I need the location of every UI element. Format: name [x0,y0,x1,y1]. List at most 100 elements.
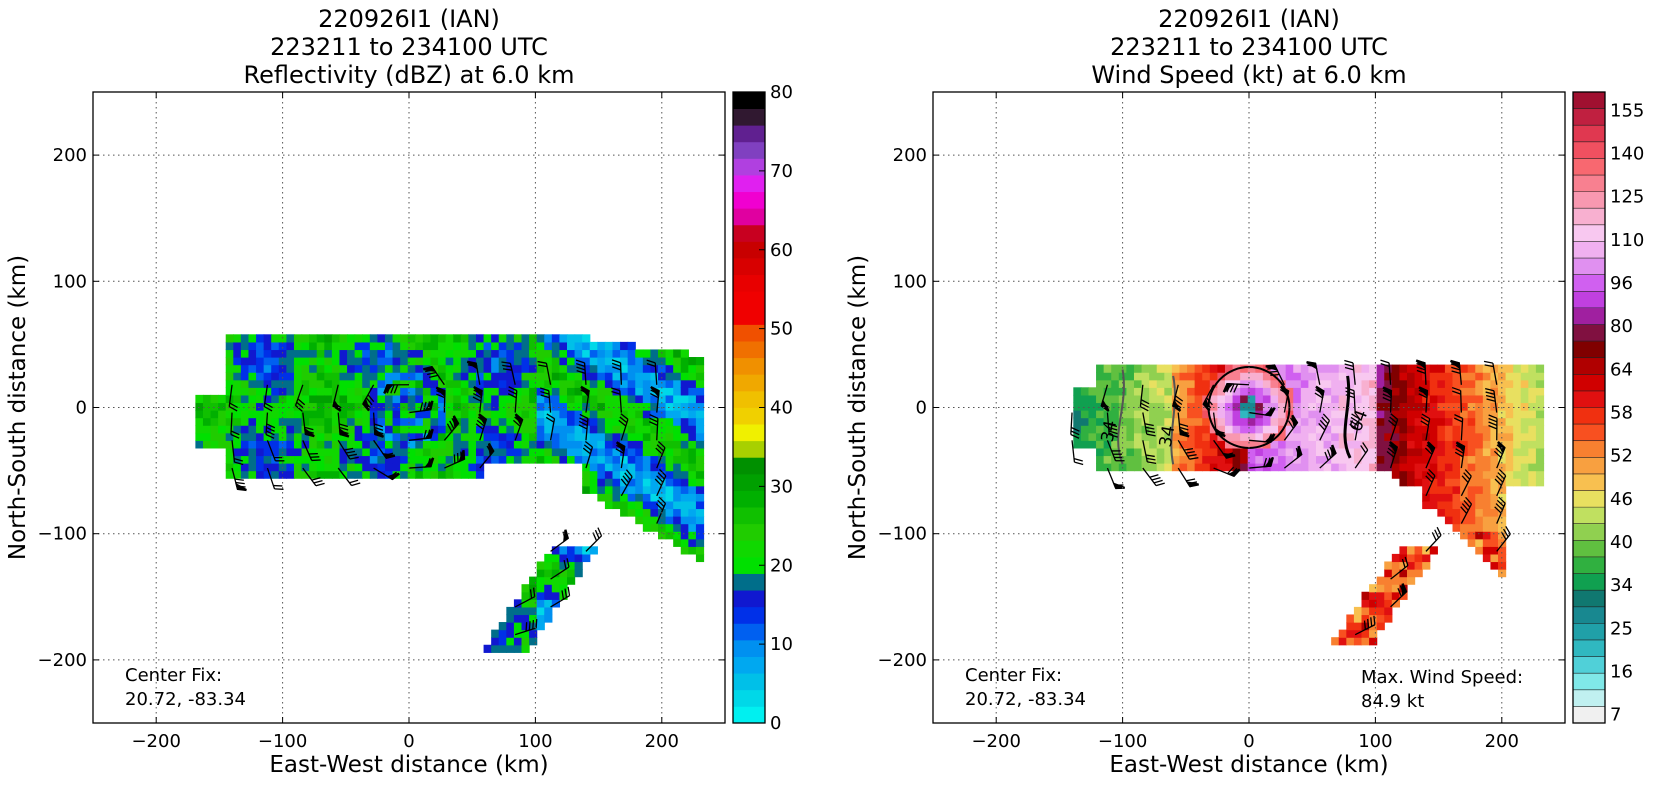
gridlines [93,92,725,723]
colorbar-segment [733,673,765,691]
colorbar-segment [733,639,765,657]
wind-barb [650,385,660,413]
x-tick-label: 200 [1485,731,1519,752]
x-tick-label: 0 [1243,731,1254,752]
wind-barb [1283,445,1303,469]
colorbar-tick-label: 60 [770,240,793,261]
wind-barb [501,361,516,385]
colorbar-segment [733,208,765,226]
wind-barb [582,440,594,469]
wind-barb [1494,496,1506,524]
y-tick-label: 0 [916,398,927,419]
colorbar-segment [733,108,765,126]
wind-barb [1488,414,1498,441]
colorbar-segment [733,390,765,408]
colorbar-segment [1573,590,1605,608]
colorbar-segment [1573,175,1605,193]
colorbar-segment [1573,507,1605,525]
wind-barb [231,440,244,466]
wind-barb [537,360,552,385]
wind-barb [1248,456,1275,469]
wind-barb [1142,440,1157,464]
contour-34-mid [1170,375,1176,465]
x-tick-label: −100 [1098,731,1147,752]
chart-title-line: 223211 to 234100 UTC [270,33,548,61]
colorbar-tick-label: 140 [1610,143,1644,164]
colorbar-segment [733,191,765,209]
colorbar-segment [733,590,765,608]
center-fix-label: Center Fix: [125,665,222,686]
colorbar-segment [1573,606,1605,624]
colorbar-segment [1573,440,1605,458]
axis-ticks: −200 −100 0 100 200 −200 −100 0 100 200 [878,92,1565,752]
wind-barb [373,439,396,460]
colorbar-segment [1573,656,1605,674]
chart-title-line: Wind Speed (kt) at 6.0 km [1091,61,1406,89]
colorbar-segment [733,689,765,707]
wind-barb [654,468,667,497]
colorbar-segment [733,523,765,541]
wind-barb [1177,412,1190,438]
wind-barb [1248,433,1276,443]
wind-barb [337,412,350,438]
wind-barb [294,384,306,412]
wind-barb [655,496,667,524]
wind-barb [1386,440,1398,469]
wind-barb [435,386,446,413]
wind-barb [263,384,273,412]
colorbar-tick-label: 155 [1610,100,1644,121]
colorbar-segment [1573,191,1605,209]
plot-area: 343464 [1070,359,1545,646]
wind-barb [1213,439,1236,459]
center-fix-value: 20.72, -83.34 [125,689,246,710]
annotations: Center Fix: 20.72, -83.34 Max. Wind Speed:… [965,665,1523,712]
x-tick-label: −100 [258,731,307,752]
x-axis-label: East-West distance (km) [1109,752,1388,778]
wind-barb [1354,442,1369,469]
colorbar-segment [1573,141,1605,159]
colorbar-segment [1573,224,1605,242]
wind-barb [1283,414,1299,441]
wind-barbs [1070,359,1511,636]
wind-barb [550,529,570,552]
colorbar-segment [1573,208,1605,226]
wind-barb [575,359,587,385]
wind-barb [302,412,315,438]
y-tick-label: 100 [53,271,87,292]
wind-barb [1142,412,1156,437]
colorbar-segment [1573,540,1605,558]
wind-barb [580,385,590,413]
colorbar-tick-label: 52 [1610,446,1633,467]
wind-barb [1390,556,1409,580]
wind-barb [1172,384,1184,412]
wind-barb [1177,439,1199,460]
colorbar-tick-label: 58 [1610,402,1633,423]
x-tick-label: 100 [1358,731,1392,752]
colorbar-segment [1573,390,1605,408]
wind-barb [1424,441,1436,469]
wind-barb [1354,615,1376,636]
wind-barb [1139,384,1150,412]
colorbar-segment [1573,573,1605,591]
colorbar-segment [733,158,765,176]
wind-barb [408,400,434,414]
colorbar-segment [733,507,765,525]
colorbar-segment [1573,158,1605,176]
center-fix-label: Center Fix: [965,665,1062,686]
wind-barb [266,467,284,490]
colorbar-tick-label: 34 [1610,575,1633,596]
colorbar-segment [733,241,765,259]
wind-barb [1450,359,1462,385]
wind-barb [1345,387,1356,413]
colorbar-segment [1573,274,1605,292]
wind-barb [1493,441,1506,469]
colorbar-tick-label: 46 [1610,489,1633,510]
wind-barb [337,439,359,460]
colorbar-segment [733,407,765,425]
contour-64-east [1343,375,1352,459]
wind-barb [514,618,538,636]
y-tick-label: 0 [76,398,87,419]
colorbar-tick-label: 30 [770,476,793,497]
colorbar-tick-label: 96 [1610,273,1633,294]
